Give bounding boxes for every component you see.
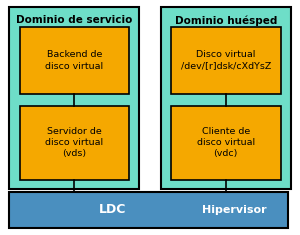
Text: Backend de
disco virtual: Backend de disco virtual: [45, 51, 103, 70]
Text: Cliente de
disco virtual
(vdc): Cliente de disco virtual (vdc): [197, 127, 255, 158]
Bar: [9, 7, 140, 189]
Bar: [9, 192, 288, 228]
Text: Dominio de servicio: Dominio de servicio: [16, 15, 132, 25]
Text: Hipervisor: Hipervisor: [202, 205, 266, 215]
Bar: [160, 7, 291, 189]
Bar: [171, 27, 280, 94]
Text: Disco virtual
/dev/[r]dsk/cXdYsZ: Disco virtual /dev/[r]dsk/cXdYsZ: [181, 51, 271, 70]
Bar: [20, 106, 129, 180]
Text: Dominio huésped: Dominio huésped: [175, 15, 277, 26]
Text: LDC: LDC: [98, 203, 126, 216]
Text: Servidor de
disco virtual
(vds): Servidor de disco virtual (vds): [45, 127, 103, 158]
Bar: [171, 106, 280, 180]
Bar: [20, 27, 129, 94]
